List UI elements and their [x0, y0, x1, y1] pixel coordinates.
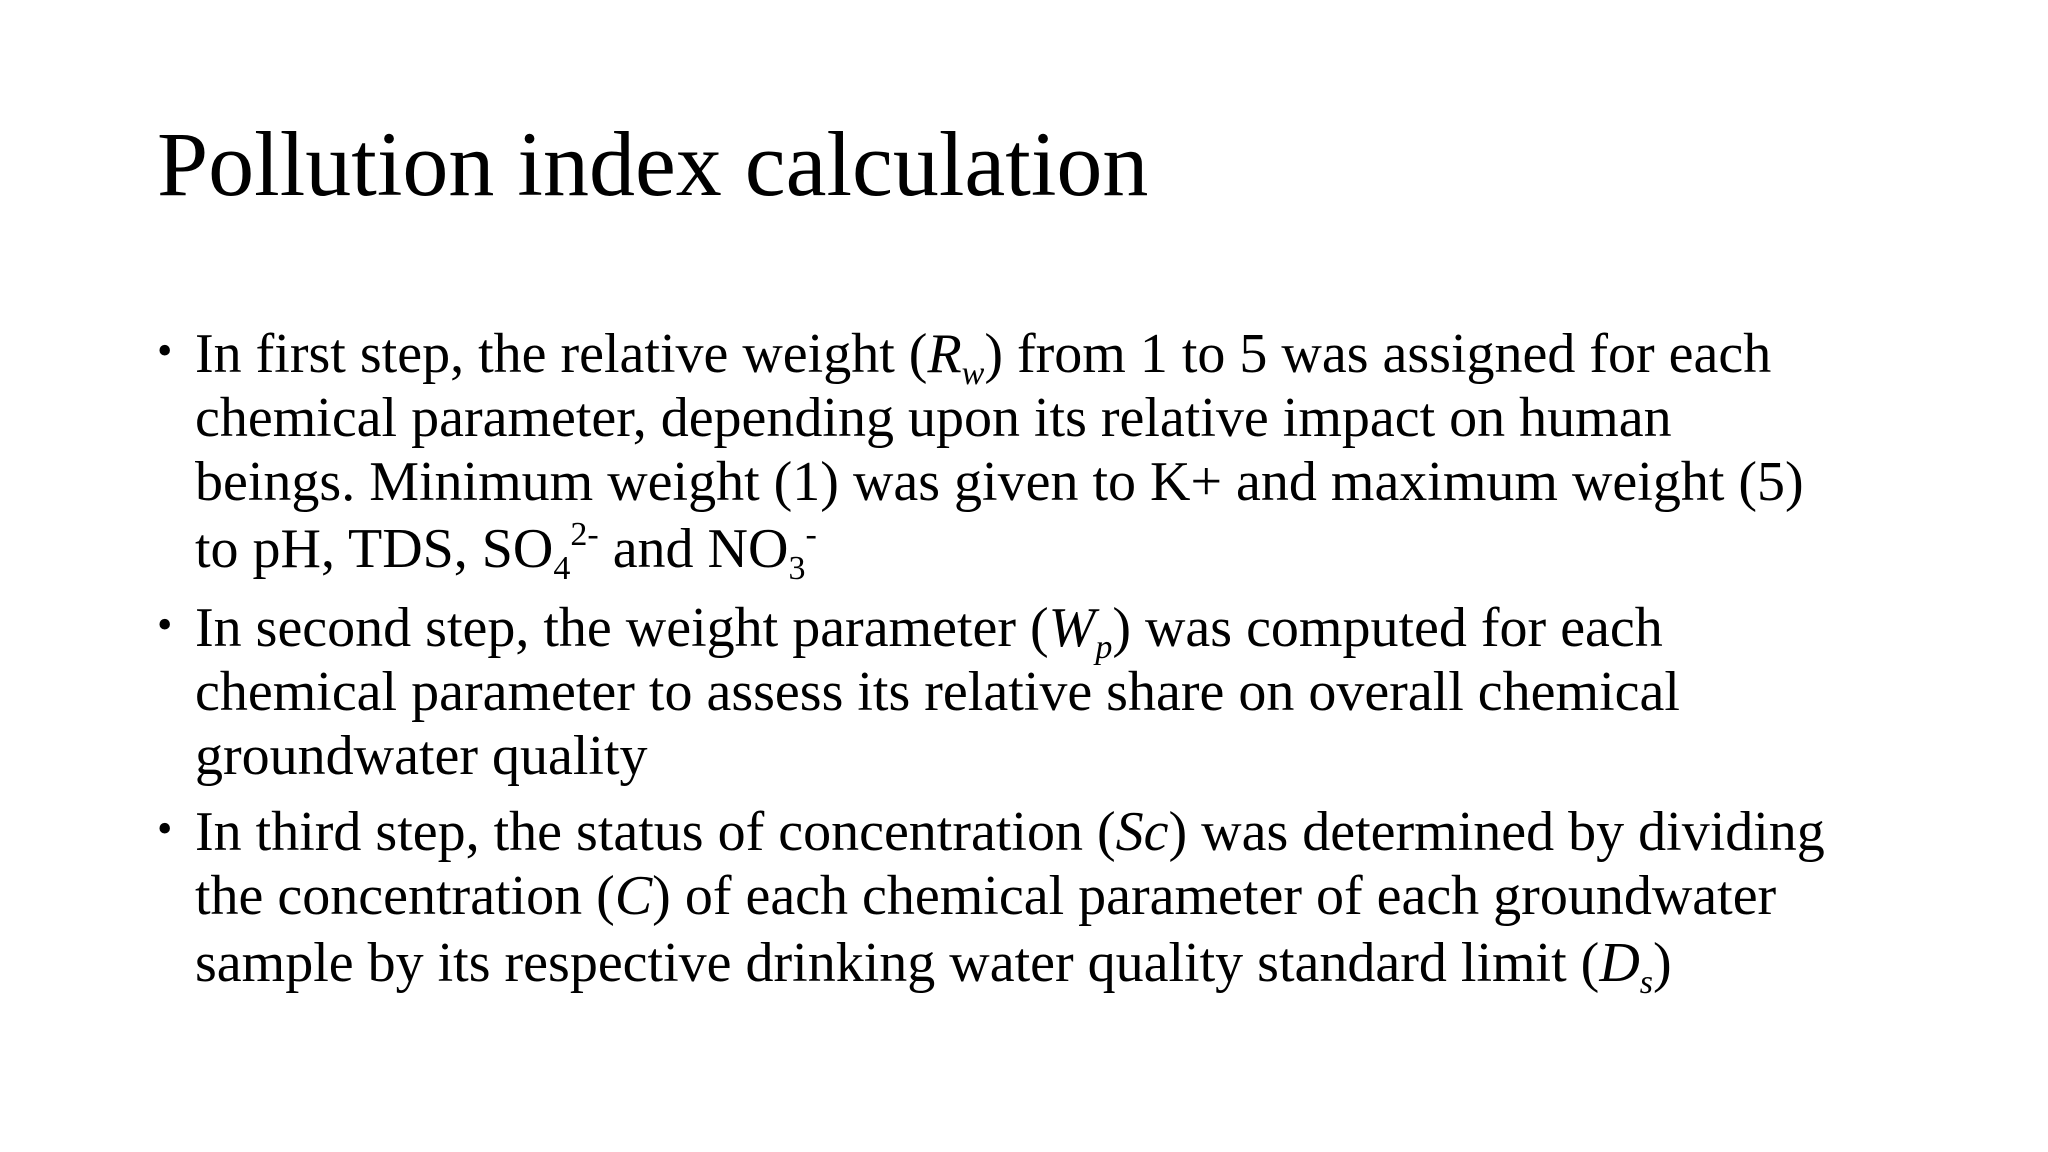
bullet-1-line-4: to pH, TDS, SO42- and NO3-: [195, 516, 817, 587]
bullet-1-line-2: chemical parameter, depending upon its r…: [195, 387, 1672, 449]
bullet-2-line-2: chemical parameter to assess its relativ…: [195, 661, 1680, 723]
bullet-3-line-1: In third step, the status of concentrati…: [195, 801, 1825, 863]
bullet-item-2: • In second step, the weight parameter (…: [157, 596, 1987, 788]
bullet-list: • In first step, the relative weight (Rw…: [157, 322, 1987, 1001]
bullet-item-1: • In first step, the relative weight (Rw…: [157, 322, 1987, 587]
bullet-dot-icon: •: [157, 326, 173, 375]
bullet-dot-icon: •: [157, 804, 173, 853]
bullet-1-line-3: beings. Minimum weight (1) was given to …: [195, 451, 1804, 513]
bullet-3-line-2: the concentration (C) of each chemical p…: [195, 865, 1777, 927]
bullet-dot-icon: •: [157, 600, 173, 649]
bullet-3-line-3: sample by its respective drinking water …: [195, 932, 1672, 1001]
bullet-2-line-1: In second step, the weight parameter (Wp…: [195, 597, 1663, 666]
slide-title: Pollution index calculation: [157, 113, 1149, 215]
bullet-item-3: • In third step, the status of concentra…: [157, 800, 1987, 1001]
bullet-1-line-1: In first step, the relative weight (Rw) …: [195, 323, 1772, 392]
bullet-2-line-3: groundwater quality: [195, 725, 648, 787]
